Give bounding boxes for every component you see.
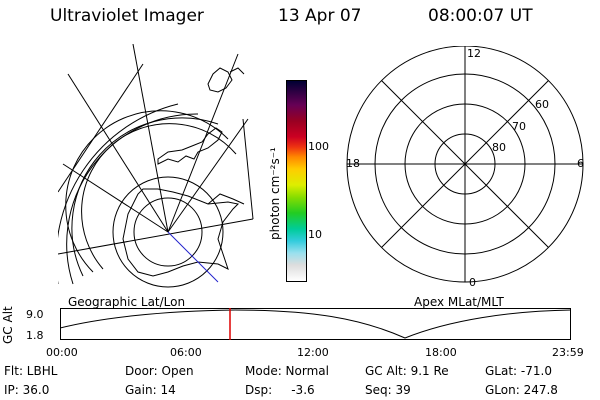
map-edge (242, 118, 254, 220)
timeline-xtick: 06:00 (170, 346, 202, 359)
colorbar (286, 80, 307, 282)
timeline-xtick: 00:00 (46, 346, 78, 359)
mlt-label-0: 0 (469, 276, 476, 289)
timeline-ytick-top: 9.0 (26, 308, 44, 321)
orbit-altitude-curve (60, 309, 572, 339)
status-seq: Seq: 39 (365, 383, 411, 397)
timeline-frame (60, 308, 571, 340)
lat-circle (112, 176, 224, 288)
lat-label-80: 80 (492, 141, 506, 154)
status-gain: Gain: 14 (125, 383, 176, 397)
meridian-line (58, 218, 254, 255)
status-filter: Flt: LBHL (4, 364, 58, 378)
timeline-xtick: 12:00 (297, 346, 329, 359)
coastline-path (122, 188, 240, 277)
coastline-path (157, 127, 223, 165)
coastline-path (207, 67, 233, 93)
colorbar-tick-100: 100 (308, 140, 329, 153)
mlt-label-18: 18 (346, 157, 360, 170)
status-dsp: Dsp: -3.6 (245, 383, 315, 397)
orbit-timeline (60, 308, 572, 340)
instrument-title: Ultraviolet Imager (50, 6, 204, 26)
geographic-map (58, 44, 254, 288)
geographic-caption: Geographic Lat/Lon (68, 295, 186, 309)
status-ip: IP: 36.0 (4, 383, 50, 397)
geographic-grid (58, 44, 254, 288)
status-door: Door: Open (125, 364, 194, 378)
colorbar-unit-label: photon cm⁻²s⁻¹ (268, 147, 282, 240)
meridian-line (67, 73, 169, 233)
lat-arc (71, 117, 219, 277)
status-glat: GLat: -71.0 (485, 364, 552, 378)
coastline-path (207, 193, 245, 205)
timeline-ylabel: GC Alt (1, 306, 15, 344)
lat-circle (133, 197, 203, 267)
lat-arc (81, 123, 237, 270)
meridian-line (167, 118, 249, 233)
coastline-path (229, 67, 245, 75)
mlt-label-6: 6 (577, 157, 584, 170)
colorbar-tick-10: 10 (308, 228, 322, 241)
map-edge (58, 63, 144, 193)
footprint-line (167, 231, 219, 283)
timeline-xtick: 23:59 (552, 346, 584, 359)
meridian-line (62, 163, 169, 233)
polar-plot (346, 46, 584, 283)
status-glon: GLon: 247.8 (485, 383, 558, 397)
timeline-ytick-bottom: 1.8 (26, 329, 44, 342)
status-gc-alt: GC Alt: 9.1 Re (365, 364, 449, 378)
time-label: 08:00:07 UT (428, 6, 533, 26)
date-label: 13 Apr 07 (278, 6, 362, 26)
mlt-diagonal (381, 80, 549, 248)
mlt-label-12: 12 (467, 47, 481, 60)
meridian-line (132, 44, 169, 233)
lat-arc (66, 113, 199, 285)
lat-arc (58, 103, 179, 284)
status-mode: Mode: Normal (245, 364, 329, 378)
timeline-xtick: 18:00 (425, 346, 457, 359)
lat-label-70: 70 (512, 120, 526, 133)
lat-label-60: 60 (535, 98, 549, 111)
apex-caption: Apex MLat/MLT (414, 295, 504, 309)
meridian-line (167, 53, 239, 233)
